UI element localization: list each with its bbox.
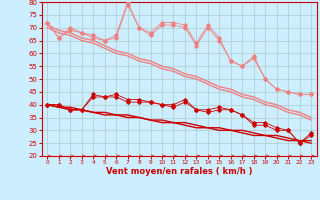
X-axis label: Vent moyen/en rafales ( km/h ): Vent moyen/en rafales ( km/h ) <box>106 167 252 176</box>
